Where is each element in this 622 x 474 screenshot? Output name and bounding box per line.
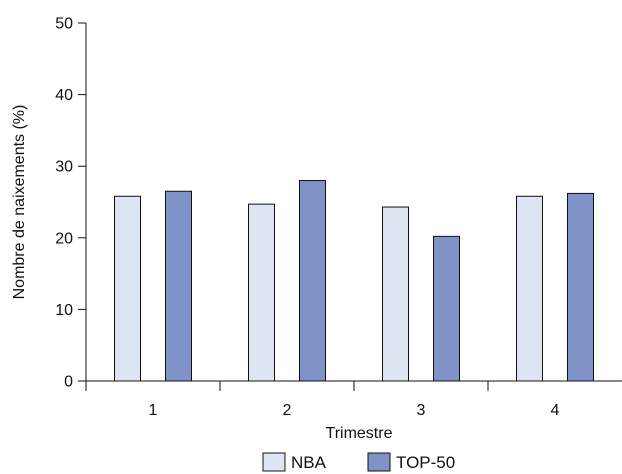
- x-axis-title: Trimestre: [326, 425, 393, 442]
- bar-nba: [382, 206, 409, 382]
- bar-top50: [299, 180, 326, 382]
- x-tick-label: 1: [149, 402, 158, 419]
- bar-top50: [433, 235, 460, 382]
- y-tick-label: 0: [64, 374, 73, 391]
- y-axis-title: Nombre de naixements (%): [11, 105, 28, 300]
- legend-label-top50: TOP-50: [396, 453, 455, 472]
- bar-nba: [248, 203, 275, 382]
- ticks-group: 0 10 20 30 40 50 1 2 3 4: [55, 16, 559, 420]
- y-tick-label: 30: [55, 159, 73, 176]
- bar-nba: [516, 195, 543, 382]
- y-tick-label: 10: [55, 302, 73, 319]
- legend: NBA TOP-50: [262, 452, 455, 472]
- bar-top50: [567, 192, 594, 382]
- x-tick-label: 4: [551, 402, 560, 419]
- x-tick-label: 3: [417, 402, 426, 419]
- bars-group: [114, 180, 594, 382]
- bar-top50: [165, 190, 192, 382]
- legend-swatch-nba: [262, 452, 286, 472]
- x-tick-label: 2: [283, 402, 292, 419]
- y-tick-label: 50: [55, 16, 73, 33]
- y-tick-label: 20: [55, 230, 73, 247]
- legend-swatch-top50: [367, 452, 391, 472]
- bar-nba: [114, 195, 141, 382]
- legend-label-nba: NBA: [291, 453, 327, 472]
- y-tick-label: 40: [55, 87, 73, 104]
